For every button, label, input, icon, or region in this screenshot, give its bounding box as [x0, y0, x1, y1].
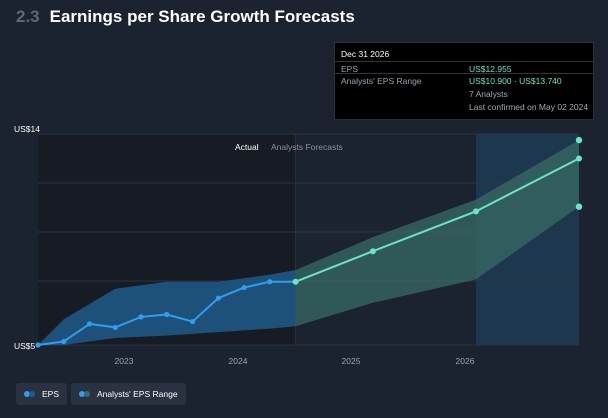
- tooltip-date: Dec 31 2026: [341, 49, 390, 59]
- range-low-point: [575, 203, 583, 210]
- forecast-point: [292, 278, 299, 285]
- legend-item-eps[interactable]: EPS: [16, 383, 68, 405]
- actual-region-label: Actual: [235, 142, 259, 152]
- page-title: Earnings per Share Growth Forecasts: [49, 7, 355, 26]
- range-swatch-icon: [79, 391, 91, 397]
- tooltip-eps-label: EPS: [341, 64, 359, 74]
- legend-item-range[interactable]: Analysts' EPS Range: [71, 383, 186, 405]
- x-tick-2026: 2026: [455, 356, 475, 366]
- tooltip-confirmed: Last confirmed on May 02 2024: [469, 102, 589, 112]
- y-tick-bottom: US$5: [14, 341, 36, 351]
- forecast-region-label: Analysts Forecasts: [271, 142, 343, 152]
- eps-point: [112, 324, 118, 331]
- eps-swatch-icon: [24, 391, 36, 397]
- y-tick-top: US$14: [14, 124, 40, 134]
- range-high-point: [575, 136, 583, 144]
- x-tick-2024: 2024: [228, 356, 248, 366]
- eps-point: [35, 342, 41, 348]
- eps-point: [86, 321, 93, 327]
- legend-eps-label: EPS: [42, 389, 60, 399]
- eps-point: [215, 295, 221, 301]
- eps-point: [61, 338, 67, 345]
- x-tick-2025: 2025: [341, 356, 361, 366]
- chart-legend: EPS Analysts' EPS Range: [16, 383, 186, 405]
- tooltip-divider: [335, 73, 593, 74]
- section-number: 2.3: [16, 7, 40, 26]
- forecast-point: [472, 208, 479, 215]
- forecast-point: [576, 155, 582, 162]
- tooltip-analysts: 7 Analysts: [469, 89, 508, 99]
- forecast-point: [369, 248, 376, 255]
- eps-point: [241, 284, 247, 291]
- range-band-forecast: [295, 140, 579, 327]
- tooltip-eps-value: US$12.955: [469, 64, 512, 74]
- legend-range-label: Analysts' EPS Range: [97, 389, 178, 399]
- forecast-line: [295, 157, 580, 283]
- data-tooltip: Dec 31 2026 EPS US$12.955 Analysts' EPS …: [334, 42, 594, 120]
- eps-point: [189, 318, 196, 325]
- eps-point: [138, 314, 144, 320]
- tooltip-range-value: US$10.900 · US$13.740: [469, 76, 562, 86]
- tooltip-divider: [335, 61, 593, 62]
- eps-point: [164, 311, 170, 318]
- chart-header: 2.3 Earnings per Share Growth Forecasts: [16, 7, 355, 27]
- x-tick-2023: 2023: [114, 356, 134, 366]
- eps-point: [267, 279, 273, 285]
- tooltip-range-label: Analysts' EPS Range: [341, 76, 422, 86]
